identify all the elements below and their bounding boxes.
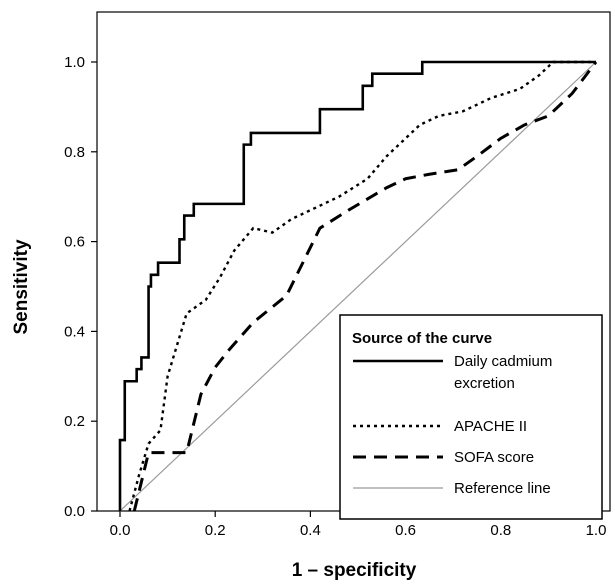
y-axis-title: Sensitivity [11, 239, 32, 334]
y-tick-label: 0.4 [64, 323, 85, 340]
series-layer [118, 60, 598, 512]
x-tick-label: 1.0 [586, 522, 607, 539]
series-line-apache-ii [128, 60, 596, 512]
y-tick-label: 0.2 [64, 413, 85, 430]
legend-label: excretion [454, 375, 515, 392]
series-line-reference-line [119, 61, 597, 512]
x-tick-label: 0.0 [110, 522, 131, 539]
x-tick-label: 0.4 [300, 522, 321, 539]
legend-label: Daily cadmium [454, 353, 552, 370]
y-tick-label: 0.6 [64, 234, 85, 251]
legend-box [339, 314, 603, 520]
legend-label: Reference line [454, 480, 551, 497]
legend: Source of the curve Daily cadmium excreti… [339, 314, 603, 520]
x-tick-label: 0.2 [205, 522, 226, 539]
y-tick-label: 0.8 [64, 144, 85, 161]
y-axis: 0.0 0.2 0.4 0.6 0.8 1.0 [64, 54, 97, 520]
y-tick-label: 0.0 [64, 503, 85, 520]
y-tick-label: 1.0 [64, 54, 85, 71]
legend-items: Daily cadmium excretion APACHE II SOFA scor… [353, 353, 552, 497]
x-tick-label: 0.8 [490, 522, 511, 539]
series-line-daily-cadmium-excretion [118, 60, 596, 511]
legend-label: SOFA score [454, 449, 534, 466]
series-line-sofa-score [132, 61, 598, 512]
legend-label: APACHE II [454, 418, 527, 435]
x-axis-title: 1 – specificity [292, 560, 417, 581]
x-tick-label: 0.6 [395, 522, 416, 539]
legend-title: Source of the curve [352, 330, 492, 347]
